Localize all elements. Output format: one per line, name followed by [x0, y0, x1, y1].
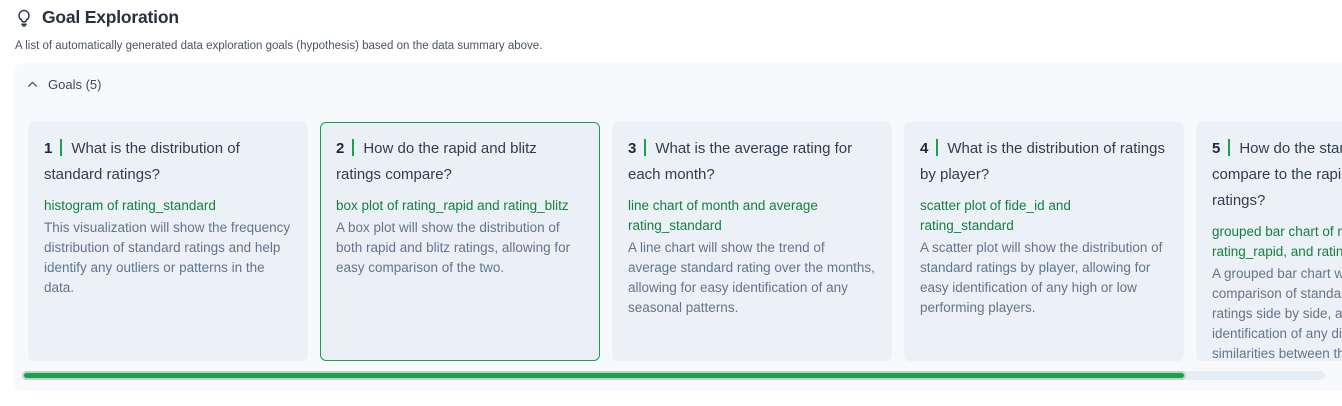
goal-visualization: line chart of month and average rating_s… [628, 198, 818, 233]
goals-collapse-toggle[interactable]: Goals (5) [26, 77, 101, 92]
goal-number-divider [644, 139, 647, 156]
goal-question: What is the distribution of standard rat… [44, 140, 240, 183]
goal-question: What is the distribution of ratings by p… [920, 140, 1165, 183]
goal-number: 5 [1212, 140, 1221, 157]
goal-rationale: This visualization will show the frequen… [44, 220, 291, 295]
goal-visualization: scatter plot of fide_id and rating_stand… [920, 198, 1071, 233]
goal-number-divider [60, 139, 63, 156]
goal-number-divider [352, 139, 355, 156]
goal-rationale: A grouped bar chart will allow for compa… [1212, 266, 1342, 361]
section-subtitle: A list of automatically generated data e… [15, 40, 543, 52]
goal-question-row: 4 What is the distribution of ratings by … [920, 136, 1168, 188]
goal-question-row: 2 How do the rapid and blitz ratings comp… [336, 136, 584, 188]
goal-question: What is the average rating for each mont… [628, 140, 853, 183]
goal-rationale: A scatter plot will show the distributio… [920, 240, 1163, 315]
goal-rationale: A box plot will show the distribution of… [336, 220, 571, 275]
goal-visualization: box plot of rating_rapid and rating_blit… [336, 198, 569, 213]
goal-card[interactable]: 2 How do the rapid and blitz ratings comp… [320, 122, 600, 361]
page-title: Goal Exploration [42, 7, 179, 27]
goal-visualization: histogram of rating_standard [44, 198, 216, 213]
goal-card[interactable]: 3 What is the average rating for each mon… [612, 122, 892, 361]
goal-number: 4 [920, 140, 929, 157]
goal-rationale: A line chart will show the trend of aver… [628, 240, 875, 315]
goal-question-row: 3 What is the average rating for each mon… [628, 136, 876, 188]
section-header: Goal Exploration [14, 7, 179, 28]
scrollbar-thumb[interactable] [22, 371, 1186, 380]
goal-number: 3 [628, 140, 637, 157]
goals-list: 1 What is the distribution of standard ra… [28, 122, 1342, 361]
goal-visualization: grouped bar chart of rating_standard, ra… [1212, 224, 1342, 259]
lightbulb-icon [18, 9, 30, 27]
goal-card[interactable]: 1 What is the distribution of standard ra… [28, 122, 308, 361]
goal-question: How do the standard ratings compare to t… [1212, 140, 1342, 209]
chevron-up-icon [28, 81, 37, 87]
goal-card[interactable]: 4 What is the distribution of ratings by … [904, 122, 1184, 361]
goal-number: 2 [336, 140, 345, 157]
goal-question: How do the rapid and blitz ratings compa… [336, 140, 537, 183]
goals-toggle-label: Goals (5) [48, 77, 102, 92]
goal-question-row: 1 What is the distribution of standard ra… [44, 136, 292, 188]
goal-number-divider [936, 139, 939, 156]
horizontal-scrollbar[interactable] [22, 371, 1325, 380]
goal-number-divider [1228, 139, 1231, 156]
goal-number: 1 [44, 140, 53, 157]
goals-panel: Goals (5) 1 What is the distribution of s… [14, 63, 1342, 391]
